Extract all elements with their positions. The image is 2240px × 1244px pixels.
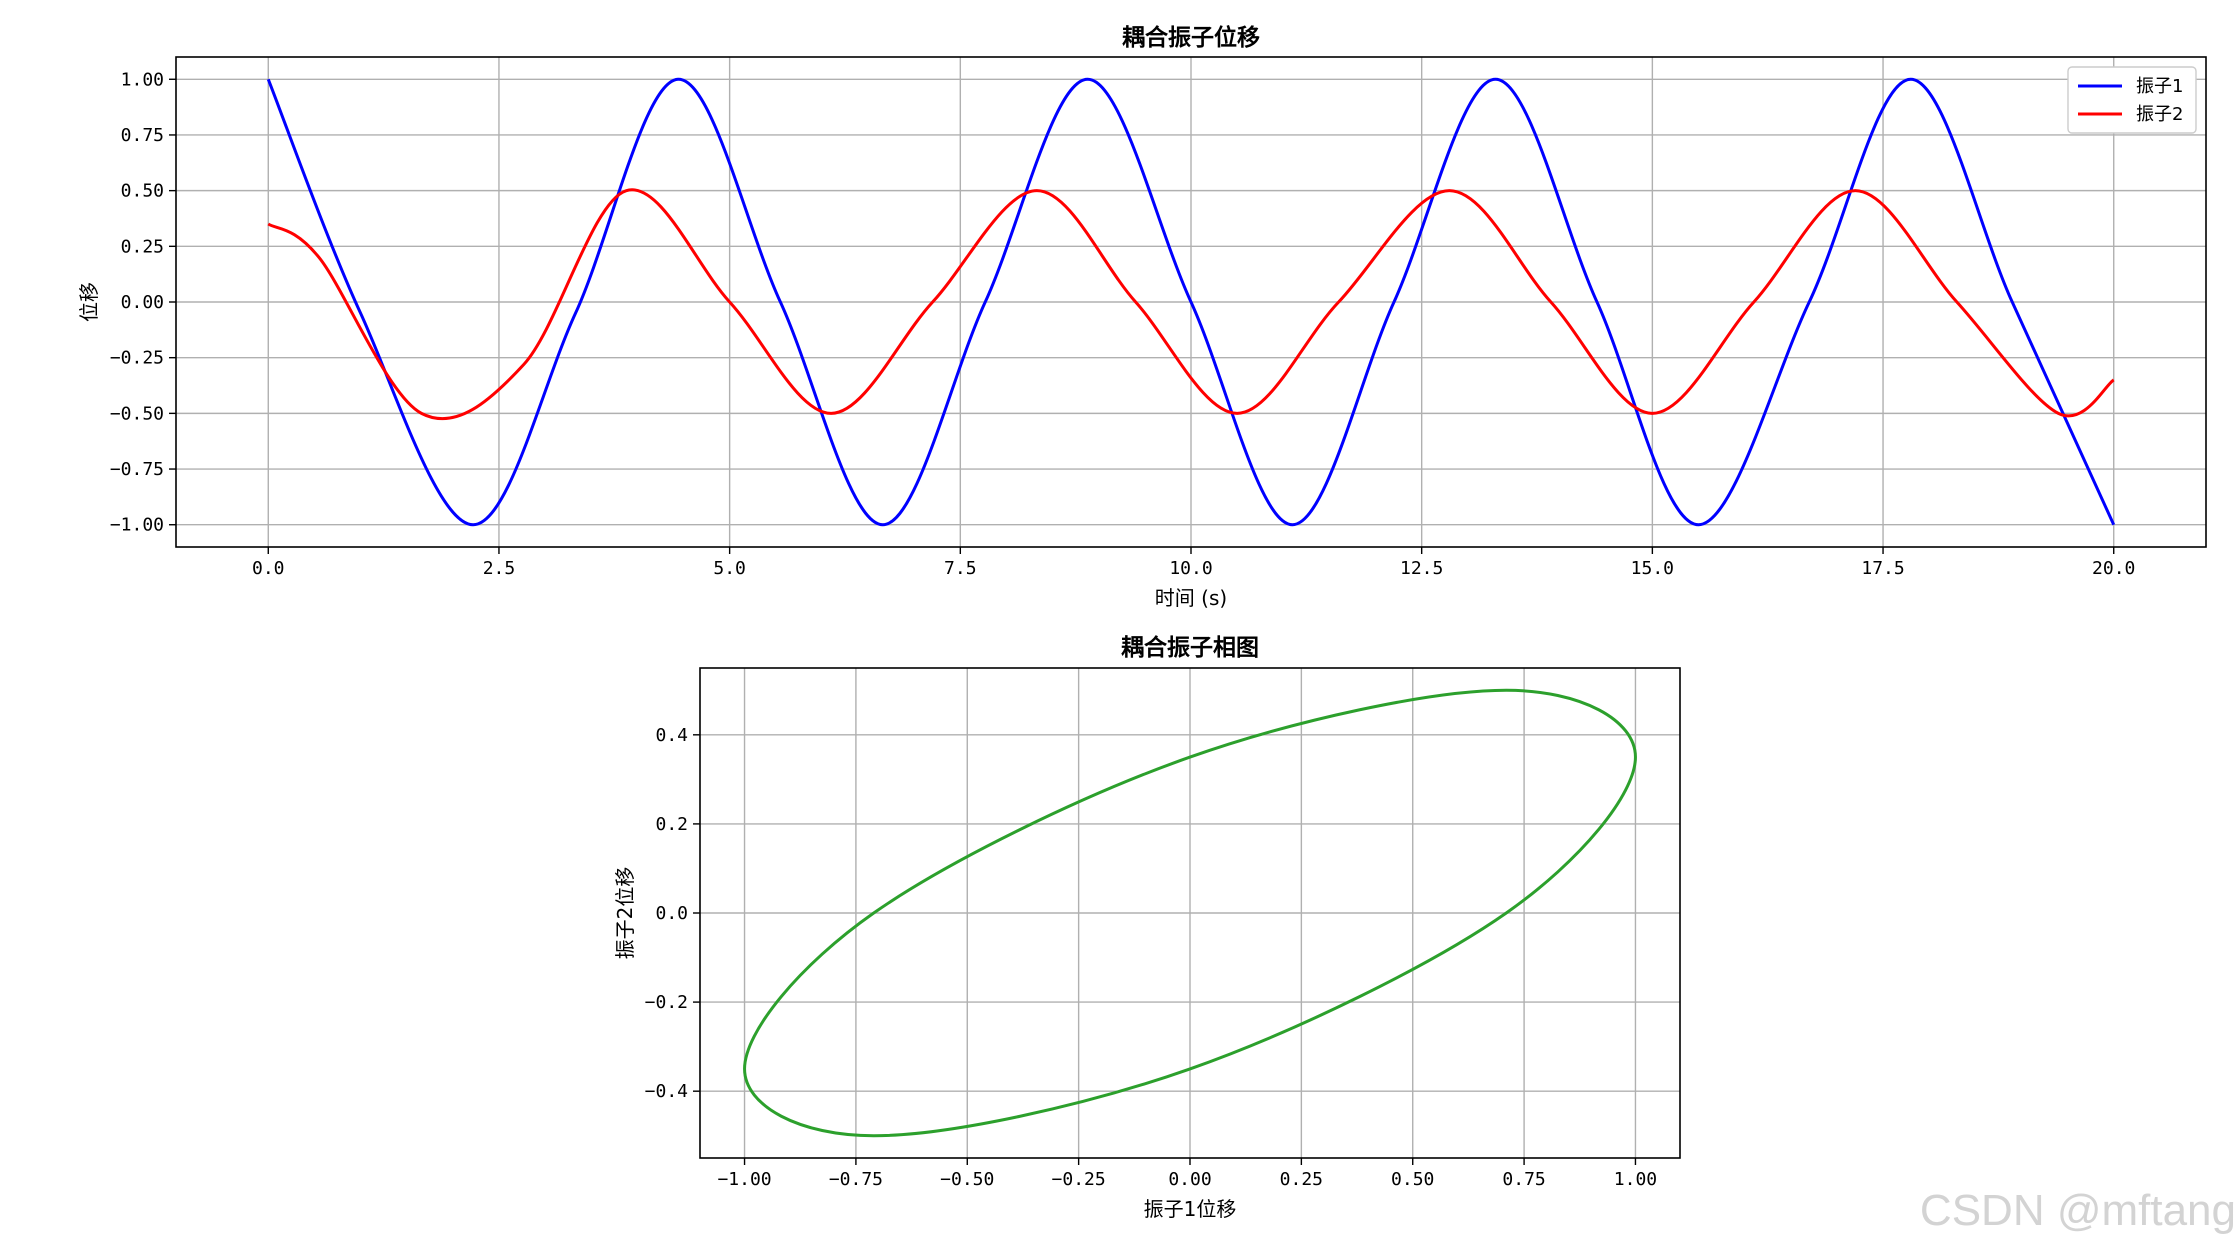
displacement-ytick-label: −0.25 [110,348,164,369]
displacement-ytick-label: 0.25 [121,236,164,257]
phase-ylabel: 振子2位移 [613,867,637,960]
phase-xtick-label: 0.25 [1280,1169,1323,1190]
displacement-ytick-label: 0.50 [121,181,164,202]
displacement-xtick-label: 17.5 [1861,558,1904,579]
displacement-xtick-label: 10.0 [1169,558,1212,579]
displacement-ytick-label: 0.00 [121,292,164,313]
displacement-series-line-1 [266,77,2116,527]
displacement-ytick-label: −1.00 [110,515,164,536]
phase-xtick-label: 0.00 [1168,1169,1211,1190]
phase-lines [743,688,1637,1138]
phase-series-line-1 [743,688,1637,1138]
phase-xlabel: 振子1位移 [1144,1197,1237,1221]
phase-xtick-label: 1.00 [1614,1169,1657,1190]
displacement-xtick-label: 2.5 [483,558,516,579]
phase-xtick-label: −0.75 [829,1169,883,1190]
legend: 振子1 振子2 [2067,66,2197,134]
legend-box [2067,66,2197,134]
displacement-xtick-label: 20.0 [2092,558,2135,579]
displacement-ytick-label: 1.00 [121,69,164,90]
legend-label-oscillator-1: 振子1 [2136,76,2183,97]
phase-ytick-label: 0.4 [655,725,688,746]
watermark: CSDN @mftang [1919,1186,2236,1235]
displacement-xtick-label: 5.0 [713,558,746,579]
phase-xtick-label: 0.50 [1391,1169,1434,1190]
phase-title: 耦合振子相图 [1121,634,1259,661]
displacement-lines [266,77,2116,527]
phase-xtick-label: −0.50 [940,1169,994,1190]
phase-ytick-label: 0.2 [655,814,688,835]
phase-ytick-label: −0.4 [645,1081,688,1102]
displacement-xtick-label: 15.0 [1631,558,1674,579]
displacement-ylabel: 位移 [77,282,101,322]
displacement-plot: 0.0 2.5 5.0 7.5 10.0 12.5 15.0 17.5 20.0 1.00 0.75… [77,24,2207,610]
displacement-title: 耦合振子位移 [1122,24,1260,51]
phase-ytick-label: −0.2 [645,992,688,1013]
phase-ytick-label: 0.0 [655,903,688,924]
displacement-ytick-label: 0.75 [121,125,164,146]
phase-ticks: −1.00 −0.75 −0.50 −0.25 0.00 0.25 0.50 0.75 1.00… [645,725,1657,1190]
phase-plot: −1.00 −0.75 −0.50 −0.25 0.00 0.25 0.50 0.75 1.00… [613,634,1681,1221]
displacement-ytick-label: −0.75 [110,459,164,480]
phase-xtick-label: −1.00 [717,1169,771,1190]
displacement-series-line-2 [267,188,2115,420]
phase-xtick-label: 0.75 [1502,1169,1545,1190]
legend-label-oscillator-2: 振子2 [2136,104,2183,125]
displacement-ytick-label: −0.50 [110,403,164,424]
phase-xtick-label: −0.25 [1052,1169,1106,1190]
displacement-xlabel: 时间 (s) [1155,586,1227,610]
displacement-xtick-label: 12.5 [1400,558,1443,579]
displacement-ticks: 0.0 2.5 5.0 7.5 10.0 12.5 15.0 17.5 20.0 1.00 0.75… [110,69,2136,579]
displacement-xtick-label: 7.5 [944,558,977,579]
displacement-xtick-label: 0.0 [252,558,285,579]
phase-grid [700,668,1680,1158]
